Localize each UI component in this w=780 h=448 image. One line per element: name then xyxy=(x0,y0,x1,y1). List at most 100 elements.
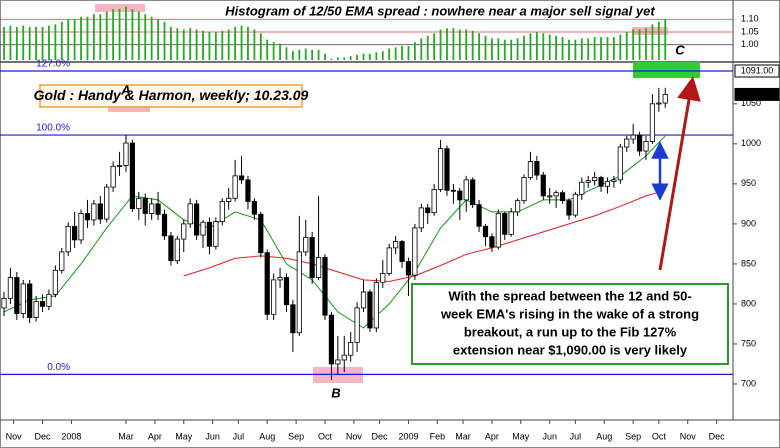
bar xyxy=(80,16,82,60)
bar xyxy=(535,32,538,60)
candle-body xyxy=(360,291,367,309)
bar xyxy=(202,30,204,60)
bar xyxy=(433,33,436,60)
bar xyxy=(189,28,192,60)
bar xyxy=(606,37,609,60)
bar xyxy=(548,34,551,60)
bar xyxy=(105,11,108,60)
bar xyxy=(195,29,198,60)
candle-body xyxy=(354,307,360,343)
bar xyxy=(349,56,352,60)
candle-body xyxy=(373,281,379,329)
fib-label: 127.0% xyxy=(36,59,70,70)
bar xyxy=(413,42,416,60)
bar xyxy=(330,58,333,60)
bar xyxy=(619,34,622,60)
bar xyxy=(214,32,217,60)
bar xyxy=(163,21,166,60)
bar xyxy=(279,43,281,60)
x-tick-label: Nov xyxy=(346,431,363,441)
candle-body xyxy=(463,179,469,201)
candle-body xyxy=(393,241,399,249)
bar xyxy=(593,37,596,60)
candle-body xyxy=(290,304,296,334)
candle-body xyxy=(78,213,84,241)
bar xyxy=(67,19,70,60)
candle-body xyxy=(33,301,39,318)
bar xyxy=(272,42,275,60)
candle-body xyxy=(187,203,193,225)
candle-body xyxy=(348,341,354,356)
bar xyxy=(375,52,378,60)
candle-body xyxy=(405,261,412,276)
bar xyxy=(298,49,301,60)
bar xyxy=(253,29,256,60)
candle-body xyxy=(251,201,257,215)
note-line: breakout, a run up to the Fib 127% xyxy=(464,324,677,339)
x-tick-label: Sep xyxy=(625,431,641,441)
bar xyxy=(600,37,602,60)
candle-body xyxy=(649,103,656,142)
bar xyxy=(561,37,564,60)
bar xyxy=(73,19,76,60)
bar xyxy=(407,46,410,60)
y-tick-label: 850 xyxy=(741,258,756,268)
y-tick-label: 950 xyxy=(741,178,756,188)
x-tick-label: Aug xyxy=(259,431,275,441)
bar xyxy=(638,29,641,60)
x-tick-label: Dec xyxy=(35,431,52,441)
candle-body xyxy=(277,277,283,281)
candle-body xyxy=(335,359,341,365)
candle-body xyxy=(592,177,598,182)
point-label: C xyxy=(675,42,685,57)
price-marker xyxy=(734,64,780,78)
candle-body xyxy=(521,177,527,202)
candle-body xyxy=(27,283,33,318)
x-tick-label: Apr xyxy=(485,431,499,441)
bar xyxy=(22,25,25,60)
candle-body xyxy=(193,203,200,236)
price-marker xyxy=(734,87,780,101)
bar xyxy=(510,39,513,60)
candle-body xyxy=(226,197,232,202)
candle-body xyxy=(508,211,514,235)
histogram-title: Histogram of 12/50 EMA spread : nowhere … xyxy=(225,3,655,18)
bar xyxy=(112,9,115,61)
candle-body xyxy=(91,203,97,221)
bar xyxy=(362,53,365,60)
candle-body xyxy=(296,251,302,334)
title-box xyxy=(39,84,303,108)
candle-body xyxy=(161,213,168,237)
bar xyxy=(35,26,37,61)
candle-body xyxy=(527,161,534,178)
bar xyxy=(15,26,18,61)
candle-body xyxy=(65,225,71,253)
candle-body xyxy=(271,279,277,315)
candle-body xyxy=(457,190,463,201)
bar xyxy=(234,26,237,61)
bar xyxy=(516,38,519,60)
candle-body xyxy=(155,203,161,215)
x-tick-label: Feb xyxy=(430,431,446,441)
candle-body xyxy=(129,142,135,210)
candle-body xyxy=(181,223,187,240)
bar xyxy=(555,35,558,60)
bar xyxy=(657,21,660,60)
candle-body xyxy=(579,181,585,195)
candle-body xyxy=(566,200,572,216)
candle-body xyxy=(322,257,328,316)
candle-body xyxy=(598,177,604,187)
candle-body xyxy=(643,141,649,152)
note-line: With the spread between the 12 and 50- xyxy=(448,288,691,303)
candle-body xyxy=(450,189,457,192)
candle-body xyxy=(489,236,495,248)
bar xyxy=(458,29,461,60)
bar xyxy=(150,16,153,60)
price-marker-label: 1091.00 xyxy=(741,65,774,75)
bar xyxy=(182,29,185,60)
candle-body xyxy=(149,203,155,214)
x-tick-label: Apr xyxy=(148,431,162,441)
bar xyxy=(452,28,455,60)
candle-body xyxy=(136,197,142,210)
y-tick-label: 1.10 xyxy=(741,14,759,24)
